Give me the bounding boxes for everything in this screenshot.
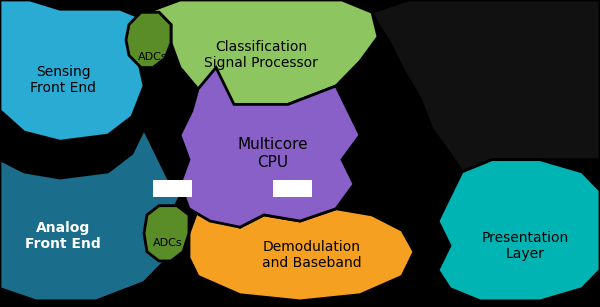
Text: ADCs: ADCs: [138, 52, 168, 62]
Text: Presentation
Layer: Presentation Layer: [481, 231, 569, 261]
Polygon shape: [189, 209, 414, 301]
Text: Analog
Front End: Analog Front End: [25, 221, 101, 251]
Polygon shape: [372, 0, 600, 172]
Text: Sensing
Front End: Sensing Front End: [30, 65, 96, 95]
Text: ADCs: ADCs: [153, 238, 183, 247]
FancyBboxPatch shape: [153, 180, 192, 197]
Polygon shape: [147, 0, 378, 104]
Polygon shape: [0, 129, 180, 301]
FancyBboxPatch shape: [273, 180, 312, 197]
Polygon shape: [180, 68, 360, 227]
Polygon shape: [438, 160, 600, 301]
Text: Multicore
CPU: Multicore CPU: [238, 137, 308, 170]
Polygon shape: [126, 12, 171, 68]
Text: Demodulation
and Baseband: Demodulation and Baseband: [262, 240, 362, 270]
Polygon shape: [144, 206, 189, 261]
Text: Classification
Signal Processor: Classification Signal Processor: [204, 40, 318, 70]
Polygon shape: [0, 0, 156, 141]
